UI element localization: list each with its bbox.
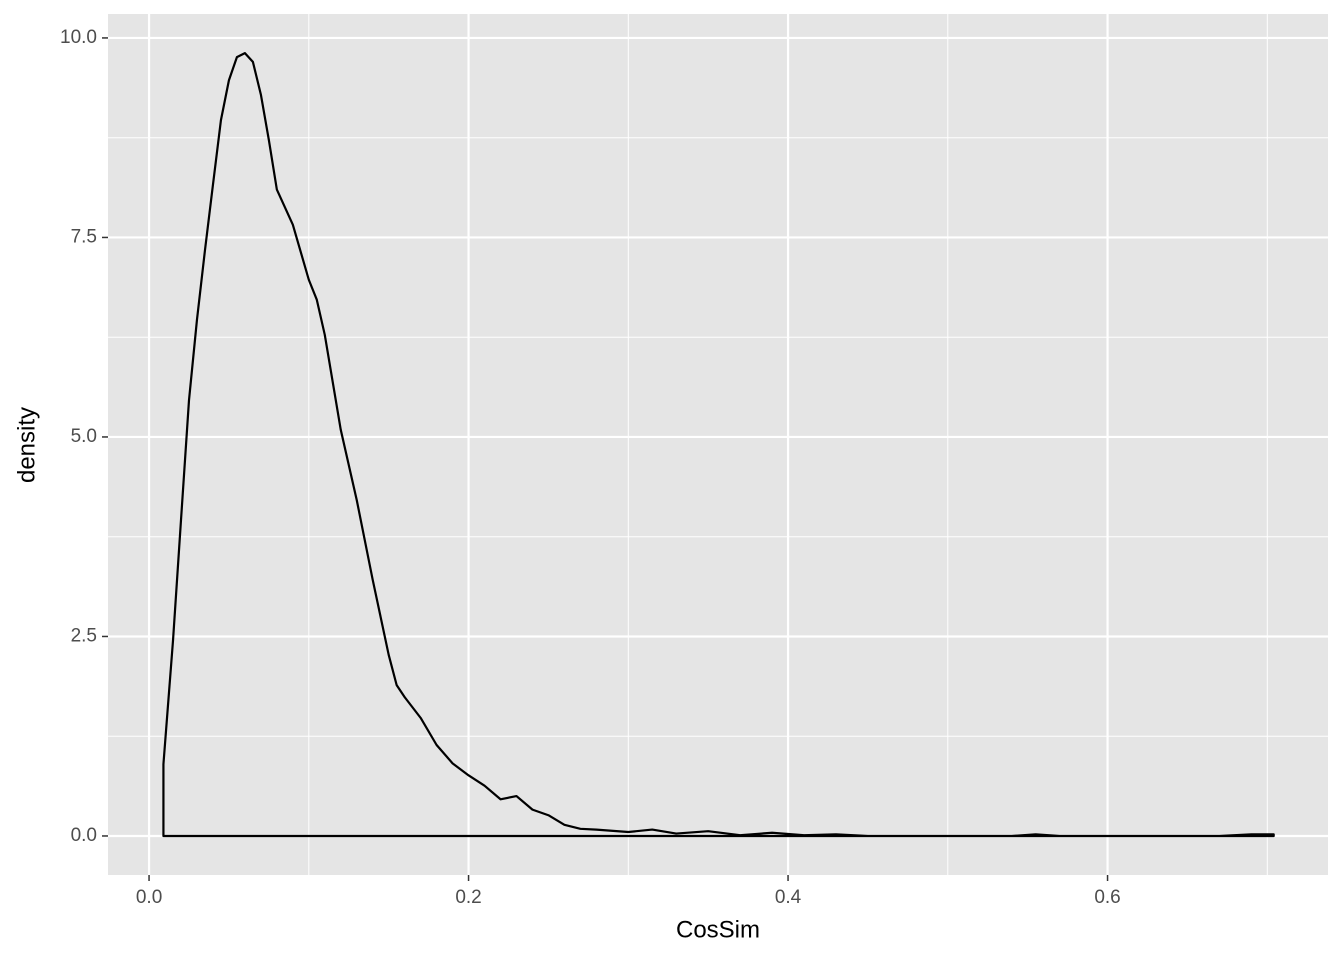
y-tick-label: 10.0: [60, 27, 97, 48]
y-tick-label: 0.0: [71, 825, 97, 846]
x-tick-label: 0.0: [136, 887, 162, 908]
x-tick-label: 0.6: [1094, 887, 1120, 908]
y-tick-label: 5.0: [71, 426, 97, 447]
y-tick-label: 2.5: [71, 625, 97, 646]
density-curve: [162, 52, 1275, 838]
y-tick-label: 7.5: [71, 226, 97, 247]
x-axis-title: CosSim: [676, 916, 760, 943]
x-tick-label: 0.4: [775, 887, 802, 908]
y-axis-title: density: [13, 407, 40, 483]
x-tick-label: 0.2: [455, 887, 481, 908]
panel: [108, 14, 1328, 875]
